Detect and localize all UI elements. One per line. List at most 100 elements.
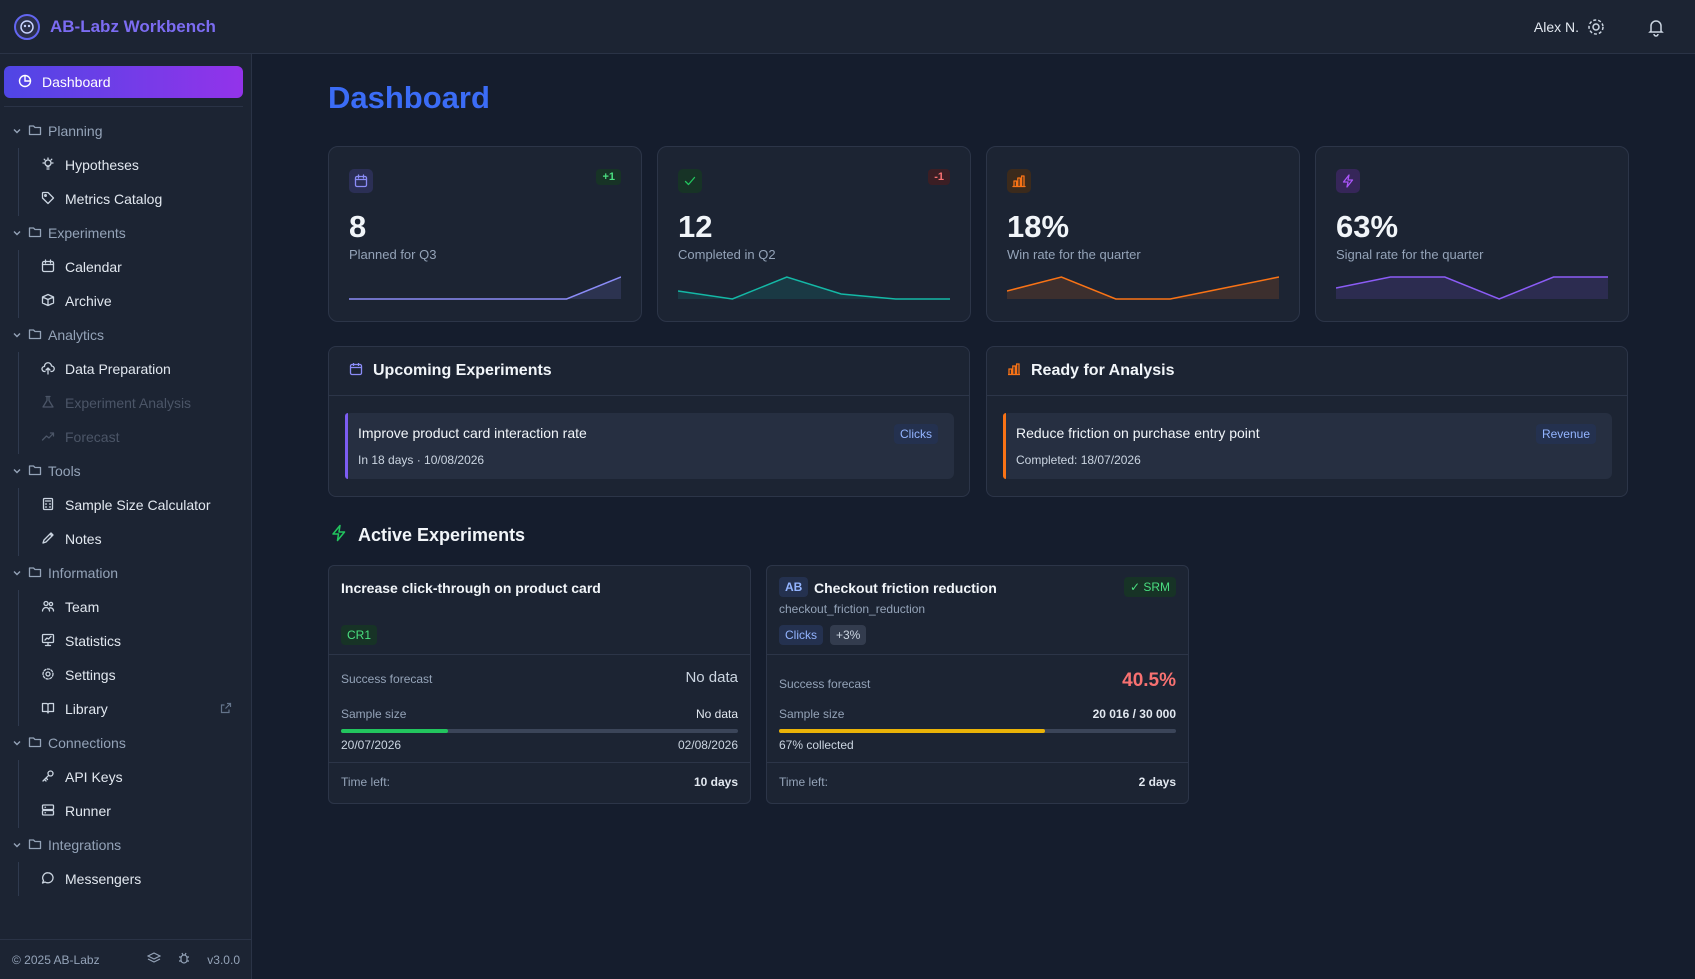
item-title: Improve product card interaction rate xyxy=(358,425,587,441)
presentation-icon xyxy=(41,633,55,650)
sidebar-item-label: Archive xyxy=(65,293,112,309)
bulb-icon xyxy=(41,156,55,174)
sidebar-item-calendar[interactable]: Calendar xyxy=(19,250,252,284)
list-item[interactable]: Reduce friction on purchase entry point … xyxy=(1003,413,1612,479)
divider xyxy=(4,106,243,107)
chat-icon xyxy=(41,871,55,888)
folder-icon xyxy=(28,327,42,344)
sparkline xyxy=(349,276,621,300)
forecast-value: No data xyxy=(685,669,738,686)
sidebar-item-label: Experiment Analysis xyxy=(65,395,192,411)
bug-icon[interactable] xyxy=(177,951,191,968)
sidebar-item-label: API Keys xyxy=(65,769,123,785)
sidebar-group-tools[interactable]: Tools xyxy=(0,454,252,488)
sidebar-group-label: Analytics xyxy=(48,327,105,343)
folder-icon xyxy=(28,225,42,242)
sidebar-group-connections[interactable]: Connections xyxy=(0,726,252,760)
experiment-card[interactable]: Increase click-through on product card C… xyxy=(328,565,751,804)
sparkline xyxy=(1007,276,1279,300)
layers-icon[interactable] xyxy=(146,951,162,968)
sidebar-group-items: API Keys Runner xyxy=(18,760,252,828)
chevron-down-icon xyxy=(12,327,22,343)
ab-badge: AB xyxy=(779,577,809,597)
calendar-icon xyxy=(349,169,373,193)
sparkline xyxy=(1336,276,1608,300)
gear-icon[interactable] xyxy=(1585,16,1607,38)
sidebar-item-runner[interactable]: Runner xyxy=(19,794,252,828)
stat-card[interactable]: +1 8 Planned for Q3 xyxy=(328,146,642,322)
sidebar-group-experiments[interactable]: Experiments xyxy=(0,216,252,250)
sidebar-item-label: Hypotheses xyxy=(65,157,139,173)
bell-icon[interactable] xyxy=(1645,16,1667,38)
chevron-down-icon xyxy=(12,225,22,241)
panel-title: Ready for Analysis xyxy=(1031,362,1175,379)
sparkline-area xyxy=(349,277,621,299)
list-item[interactable]: Improve product card interaction rate In… xyxy=(345,413,954,479)
experiment-card[interactable]: AB Checkout friction reduction ✓ SRM che… xyxy=(766,565,1189,804)
divider xyxy=(329,762,750,763)
time-left-label: Time left: xyxy=(779,775,828,789)
sidebar-footer: © 2025 AB-Labz v3.0.0 xyxy=(0,939,252,979)
bolt-icon xyxy=(330,524,348,547)
stat-card[interactable]: -1 12 Completed in Q2 xyxy=(657,146,971,322)
sidebar-group-integrations[interactable]: Integrations xyxy=(0,828,252,862)
section-title: Active Experiments xyxy=(330,524,525,547)
external-link-icon[interactable] xyxy=(220,701,232,717)
app-title: AB-Labz Workbench xyxy=(50,16,216,36)
sidebar-item-experiment-analysis: Experiment Analysis xyxy=(19,386,252,420)
sparkline-line xyxy=(349,276,621,300)
sparkline xyxy=(678,276,950,300)
sidebar-item-label: Statistics xyxy=(65,633,122,649)
sidebar-item-statistics[interactable]: Statistics xyxy=(19,624,252,658)
sidebar-item-hypotheses[interactable]: Hypotheses xyxy=(19,148,252,182)
sidebar-group-label: Integrations xyxy=(48,837,122,853)
sidebar-item-settings[interactable]: Settings xyxy=(19,658,252,692)
sidebar-item-team[interactable]: Team xyxy=(19,590,252,624)
copyright: © 2025 AB-Labz xyxy=(12,952,100,967)
book-icon xyxy=(41,701,55,718)
metric-tag: CR1 xyxy=(341,625,378,645)
sidebar-item-api-keys[interactable]: API Keys xyxy=(19,760,252,794)
sample-size-value: 20 016 / 30 000 xyxy=(1092,707,1176,721)
sidebar-item-label: Messengers xyxy=(65,871,142,887)
sidebar-item-label: Sample Size Calculator xyxy=(65,497,211,513)
sidebar-item-messengers[interactable]: Messengers xyxy=(19,862,252,896)
server-icon xyxy=(41,803,55,820)
sidebar-item-label: Forecast xyxy=(65,429,120,445)
item-subtitle: Completed: 18/07/2026 xyxy=(1016,453,1141,467)
sidebar-item-sample-size-calculator[interactable]: Sample Size Calculator xyxy=(19,488,252,522)
divider xyxy=(329,654,750,655)
sidebar-item-dashboard[interactable]: Dashboard xyxy=(4,66,243,98)
sidebar-item-notes[interactable]: Notes xyxy=(19,522,252,556)
end-date: 02/08/2026 xyxy=(677,738,738,752)
sidebar-item-archive[interactable]: Archive xyxy=(19,284,252,318)
bar-chart-icon xyxy=(1007,362,1021,381)
box-icon xyxy=(41,293,55,310)
user-name[interactable]: Alex N. xyxy=(1533,18,1579,35)
key-icon xyxy=(41,769,55,786)
sidebar-group-analytics[interactable]: Analytics xyxy=(0,318,252,352)
sidebar-group-label: Tools xyxy=(48,463,81,479)
sidebar-item-label: Runner xyxy=(65,803,111,819)
sidebar-item-library[interactable]: Library xyxy=(19,692,252,726)
sample-size-label: Sample size xyxy=(341,707,407,721)
folder-icon xyxy=(28,735,42,752)
progress-bar xyxy=(779,729,1176,733)
progress-fill xyxy=(341,729,449,733)
calendar-icon xyxy=(41,258,55,276)
top-header: AB-Labz Workbench Alex N. xyxy=(0,0,1695,54)
stat-card[interactable]: 63% Signal rate for the quarter xyxy=(1315,146,1629,322)
panel-title: Upcoming Experiments xyxy=(373,362,552,379)
flask-icon xyxy=(41,395,55,412)
logo-icon xyxy=(14,13,40,40)
stat-card[interactable]: 18% Win rate for the quarter xyxy=(986,146,1300,322)
version-label: v3.0.0 xyxy=(207,952,240,967)
sidebar-item-metrics-catalog[interactable]: Metrics Catalog xyxy=(19,182,252,216)
sidebar-group-information[interactable]: Information xyxy=(0,556,252,590)
sidebar-group-planning[interactable]: Planning xyxy=(0,114,252,148)
delta-badge: +1 xyxy=(596,169,621,185)
sparkline-area xyxy=(678,277,950,299)
sidebar-item-forecast: Forecast xyxy=(19,420,252,454)
sidebar-item-data-preparation[interactable]: Data Preparation xyxy=(19,352,252,386)
cloud-upload-icon xyxy=(41,361,55,378)
